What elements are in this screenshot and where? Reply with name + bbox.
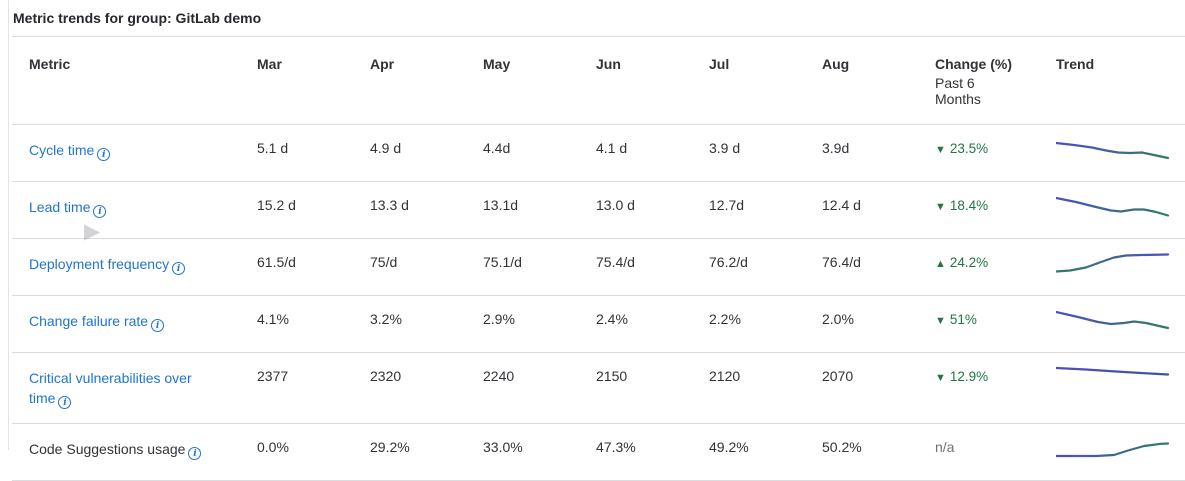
triangle-up-icon: ▲ [935,258,946,271]
column-header-change: Change (%) Past 6 Months [935,35,1056,126]
cell-value: 76.4/d [822,238,935,297]
change-cell: ▲ 24.2% [935,238,1056,297]
table-row-code-suggestions-usage: Code Suggestions usage i 0.0% 29.2% 33.0%… [12,423,1185,481]
triangle-down-icon: ▼ [935,315,946,328]
cell-value: 76.2/d [709,238,822,297]
cell-value: 4.4d [483,124,596,183]
header-row: Metric Mar Apr May Jun Jul Aug Change (%… [12,35,1185,126]
metric-label-code-suggestions: Code Suggestions usage [29,441,186,458]
cell-value: 15.2 d [257,181,370,240]
column-header-apr: Apr [370,35,483,126]
cell-value: 50.2% [822,423,935,481]
table-row-change-failure-rate: Change failure rate i 4.1% 3.2% 2.9% 2.4%… [12,295,1185,354]
change-title: Change (%) [935,56,1012,72]
table-row-lead-time: Lead time i 15.2 d 13.3 d 13.1d 13.0 d 12… [12,181,1185,240]
column-header-mar: Mar [257,35,370,126]
cell-value: 3.9d [822,124,935,183]
cell-value: 12.4 d [822,181,935,240]
cell-value: 3.9 d [709,124,822,183]
change-value: n/a [935,439,955,456]
cell-value: 75.1/d [483,238,596,297]
metric-link-deployment-frequency[interactable]: Deployment frequency [29,256,170,273]
cell-value: 2.0% [822,295,935,354]
chevron-right-icon[interactable]: ▶ [84,220,101,243]
column-header-metric: Metric [12,35,257,126]
column-header-jul: Jul [709,35,822,126]
change-value: 12.9% [949,369,989,385]
cell-value: 13.1d [483,181,596,240]
metric-trends-table: Metric Mar Apr May Jun Jul Aug Change (%… [12,35,1185,481]
metric-link-change-failure-rate[interactable]: Change failure rate [29,313,149,330]
change-cell: ▼ 23.5% [935,124,1056,183]
triangle-down-icon: ▼ [935,144,946,157]
cell-value: 2150 [596,352,709,425]
change-cell: ▼ 12.9% [935,352,1056,425]
info-icon[interactable]: i [97,148,111,162]
cell-value: 0.0% [257,423,370,481]
cell-value: 2070 [822,352,935,425]
trend-sparkline [1054,250,1185,281]
table-row-cycle-time: Cycle time i 5.1 d 4.9 d 4.4d 4.1 d 3.9 d… [12,124,1185,183]
page-title: Metric trends for group: GitLab demo [13,10,262,26]
trend-sparkline [1054,361,1185,392]
change-value: 23.5% [949,141,989,157]
cell-value: 61.5/d [257,238,370,297]
trend-sparkline [1054,307,1185,338]
info-icon[interactable]: i [188,447,202,461]
change-cell: ▼ 51% [935,295,1056,354]
metric-link-lead-time[interactable]: Lead time [29,199,91,216]
info-icon[interactable]: i [93,205,107,219]
trend-sparkline [1054,435,1185,466]
column-header-may: May [483,35,596,126]
cell-value: 2.4% [596,295,709,354]
cell-value: 2377 [257,352,370,425]
triangle-down-icon: ▼ [935,372,946,385]
cell-value: 47.3% [596,423,709,481]
info-icon[interactable]: i [151,319,165,333]
cell-value: 49.2% [709,423,822,481]
cell-value: 2.2% [709,295,822,354]
cell-value: 2320 [370,352,483,425]
change-value: 51% [949,312,977,328]
change-value: 18.4% [949,198,989,214]
change-cell: n/a [935,423,1056,481]
cell-value: 4.9 d [370,124,483,183]
cell-value: 13.3 d [370,181,483,240]
cell-value: 29.2% [370,423,483,481]
change-subtitle: Past 6 Months [935,75,981,108]
cell-value: 5.1 d [257,124,370,183]
metric-link-critical-vulnerabilities[interactable]: Critical vulnerabilities over time [29,370,192,407]
cell-value: 4.1% [257,295,370,354]
table-row-critical-vulnerabilities: Critical vulnerabilities over time i 2377… [12,352,1185,425]
triangle-down-icon: ▼ [935,201,946,214]
info-icon[interactable]: i [172,262,186,276]
cell-value: 12.7d [709,181,822,240]
cell-value: 13.0 d [596,181,709,240]
change-cell: ▼ 18.4% [935,181,1056,240]
column-header-trend: Trend [1056,35,1185,126]
info-icon[interactable]: i [58,396,72,410]
change-value: 24.2% [949,255,989,271]
metric-trends-panel: Metric trends for group: GitLab demo Met… [8,0,1185,481]
cell-value: 4.1 d [596,124,709,183]
trend-sparkline [1054,193,1185,224]
trend-sparkline [1054,136,1185,167]
column-header-aug: Aug [822,35,935,126]
cell-value: 75/d [370,238,483,297]
metric-link-cycle-time[interactable]: Cycle time [29,142,95,159]
cell-value: 2.9% [483,295,596,354]
cell-value: 2240 [483,352,596,425]
column-header-jun: Jun [596,35,709,126]
cell-value: 2120 [709,352,822,425]
cell-value: 3.2% [370,295,483,354]
table-row-deployment-frequency: Deployment frequency i 61.5/d 75/d 75.1/d… [12,238,1185,297]
cell-value: 75.4/d [596,238,709,297]
cell-value: 33.0% [483,423,596,481]
